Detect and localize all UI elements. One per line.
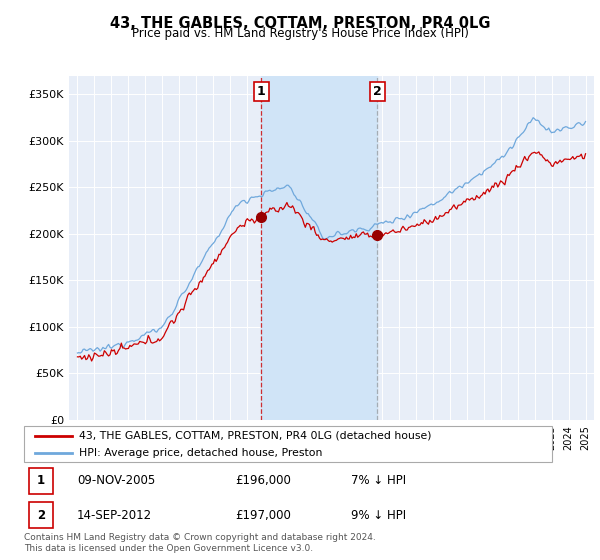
Text: 09-NOV-2005: 09-NOV-2005 — [77, 474, 155, 487]
Text: 43, THE GABLES, COTTAM, PRESTON, PR4 0LG (detached house): 43, THE GABLES, COTTAM, PRESTON, PR4 0LG… — [79, 431, 432, 441]
Text: 9% ↓ HPI: 9% ↓ HPI — [352, 508, 406, 521]
Text: £197,000: £197,000 — [235, 508, 291, 521]
Text: 2: 2 — [37, 508, 45, 521]
Text: 7% ↓ HPI: 7% ↓ HPI — [352, 474, 406, 487]
Text: 2: 2 — [373, 85, 382, 98]
Text: HPI: Average price, detached house, Preston: HPI: Average price, detached house, Pres… — [79, 447, 323, 458]
Text: Price paid vs. HM Land Registry's House Price Index (HPI): Price paid vs. HM Land Registry's House … — [131, 27, 469, 40]
Text: 14-SEP-2012: 14-SEP-2012 — [77, 508, 152, 521]
Text: 43, THE GABLES, COTTAM, PRESTON, PR4 0LG: 43, THE GABLES, COTTAM, PRESTON, PR4 0LG — [110, 16, 490, 31]
FancyBboxPatch shape — [29, 502, 53, 528]
FancyBboxPatch shape — [24, 426, 552, 462]
Bar — [262, 76, 377, 420]
Text: 1: 1 — [257, 85, 266, 98]
Text: 1: 1 — [37, 474, 45, 487]
FancyBboxPatch shape — [29, 468, 53, 494]
Text: Contains HM Land Registry data © Crown copyright and database right 2024.
This d: Contains HM Land Registry data © Crown c… — [24, 533, 376, 553]
Text: £196,000: £196,000 — [235, 474, 291, 487]
